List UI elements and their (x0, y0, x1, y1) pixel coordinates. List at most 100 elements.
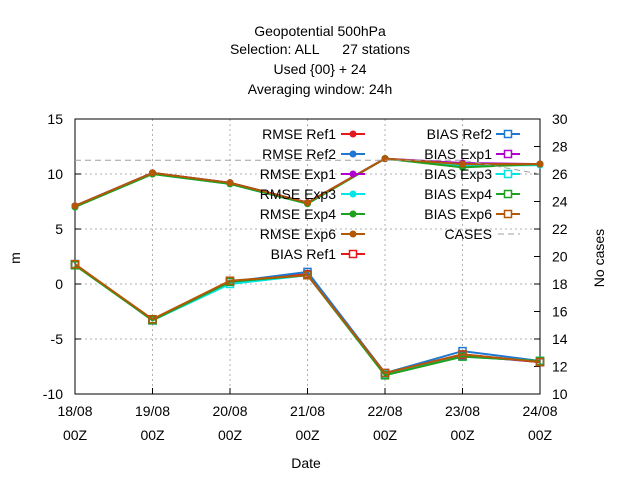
legend-item: BIAS Ref2 (427, 126, 520, 142)
legend-label: RMSE Ref1 (262, 126, 336, 142)
legend-label: BIAS Exp6 (424, 206, 492, 222)
legend-item: RMSE Ref2 (262, 146, 365, 162)
series-rmse-exp6 (71, 155, 544, 210)
y2-tick-label: 16 (552, 304, 568, 320)
data-point (458, 350, 467, 359)
data-point (149, 169, 156, 177)
legend-label: BIAS Exp3 (424, 166, 492, 182)
y2-tick-label: 22 (552, 221, 568, 237)
data-point (148, 314, 157, 324)
legend-item: RMSE Ref1 (262, 126, 365, 142)
legend-marker (349, 210, 357, 218)
title-line: Used {00} + 24 (273, 61, 366, 77)
legend-label: CASES (445, 226, 492, 242)
x-tick-label: 21/08 (290, 403, 325, 419)
y2-tick-label: 24 (552, 194, 568, 210)
data-point (303, 270, 312, 280)
legend-marker (503, 149, 513, 159)
legend-label: RMSE Exp1 (260, 166, 336, 182)
series-bias-exp6 (70, 259, 545, 378)
chart-title: Geopotential 500hPa Selection: ALL 27 st… (230, 23, 410, 97)
series-line (75, 159, 541, 175)
y-axis: -10 -5 0 5 10 15 (43, 111, 81, 402)
x-tick-label: 22/08 (367, 403, 402, 419)
data-point (535, 357, 545, 367)
x-tick-label: 00Z (63, 427, 88, 443)
data-point (459, 160, 466, 168)
x-tick-label: 00Z (373, 427, 398, 443)
legend-item: BIAS Ref1 (271, 246, 365, 262)
legend-marker (503, 209, 513, 219)
y2-tick-label: 30 (552, 111, 568, 127)
x-tick-label: 19/08 (135, 403, 170, 419)
data-point (304, 199, 311, 207)
y-tick-label: 10 (47, 166, 63, 182)
y-tick-label: -5 (51, 331, 64, 347)
legend-item: RMSE Exp4 (260, 206, 365, 222)
title-line: Geopotential 500hPa (254, 23, 386, 39)
x-tick-label: 20/08 (212, 403, 247, 419)
legend-marker (349, 190, 357, 198)
title-line: Averaging window: 24h (248, 81, 393, 97)
data-point (226, 179, 234, 187)
data-point (381, 155, 389, 163)
x-tick-label: 00Z (140, 427, 165, 443)
x-axis-label: Date (291, 455, 321, 471)
legend-marker (348, 249, 358, 259)
legend-item: RMSE Exp3 (260, 186, 365, 202)
legend-item: BIAS Exp1 (424, 146, 520, 162)
x-tick-label: 24/08 (522, 403, 557, 419)
x-tick-label: 00Z (295, 427, 320, 443)
x-tick-label: 00Z (528, 427, 553, 443)
legend-label: RMSE Ref2 (262, 146, 336, 162)
legend-marker (349, 170, 357, 178)
legend-label: RMSE Exp3 (260, 186, 336, 202)
x-tick-label: 18/08 (57, 403, 92, 419)
x-tick-label: 23/08 (445, 403, 480, 419)
series-group (70, 155, 545, 380)
legend: RMSE Ref1 RMSE Ref2 RMSE Exp1 RMSE Exp3 RMSE… (260, 126, 520, 262)
legend-marker (349, 130, 357, 138)
y2-tick-label: 28 (552, 139, 568, 155)
data-point (225, 276, 235, 285)
legend-label: BIAS Exp1 (424, 146, 492, 162)
legend-label: RMSE Exp6 (260, 226, 336, 242)
y-axis-label: m (7, 252, 23, 264)
y2-tick-label: 14 (552, 331, 568, 347)
legend-label: BIAS Exp4 (424, 186, 492, 202)
x-tick-label: 00Z (218, 427, 243, 443)
legend-item: RMSE Exp6 (260, 226, 365, 242)
y2-tick-label: 18 (552, 276, 568, 292)
legend-label: BIAS Ref2 (427, 126, 493, 142)
y2-tick-label: 10 (552, 386, 568, 402)
y2-axis: 10 12 14 16 18 20 22 24 26 28 30 (534, 111, 568, 402)
y-tick-label: 15 (47, 111, 63, 127)
legend-item: RMSE Exp1 (260, 166, 365, 182)
legend-marker (503, 169, 513, 179)
data-point (380, 368, 390, 378)
data-point (71, 202, 79, 210)
data-point (536, 160, 544, 168)
legend-item: CASES (445, 226, 520, 242)
x-tick-label: 00Z (450, 427, 475, 443)
y2-tick-label: 12 (552, 359, 568, 375)
series-cases (75, 159, 541, 175)
legend-marker (349, 230, 357, 238)
legend-label: RMSE Exp4 (260, 206, 336, 222)
y2-tick-label: 20 (552, 249, 568, 265)
legend-marker (349, 150, 357, 158)
y2-axis-label: No cases (591, 229, 607, 287)
series-line (74, 263, 541, 375)
legend-marker (503, 129, 513, 139)
title-line: Selection: ALL 27 stations (230, 41, 410, 57)
y-tick-label: 0 (55, 276, 63, 292)
legend-label: BIAS Ref1 (271, 246, 337, 262)
y2-tick-label: 26 (552, 166, 568, 182)
legend-item: BIAS Exp6 (424, 206, 520, 222)
y-tick-label: 5 (55, 221, 63, 237)
x-axis: 18/08 00Z 19/08 00Z 20/08 00Z 21/08 00Z 22/08 00Z… (57, 388, 558, 443)
legend-item: BIAS Exp4 (424, 186, 520, 202)
y-tick-label: -10 (43, 386, 63, 402)
legend-item: BIAS Exp3 (424, 166, 520, 182)
